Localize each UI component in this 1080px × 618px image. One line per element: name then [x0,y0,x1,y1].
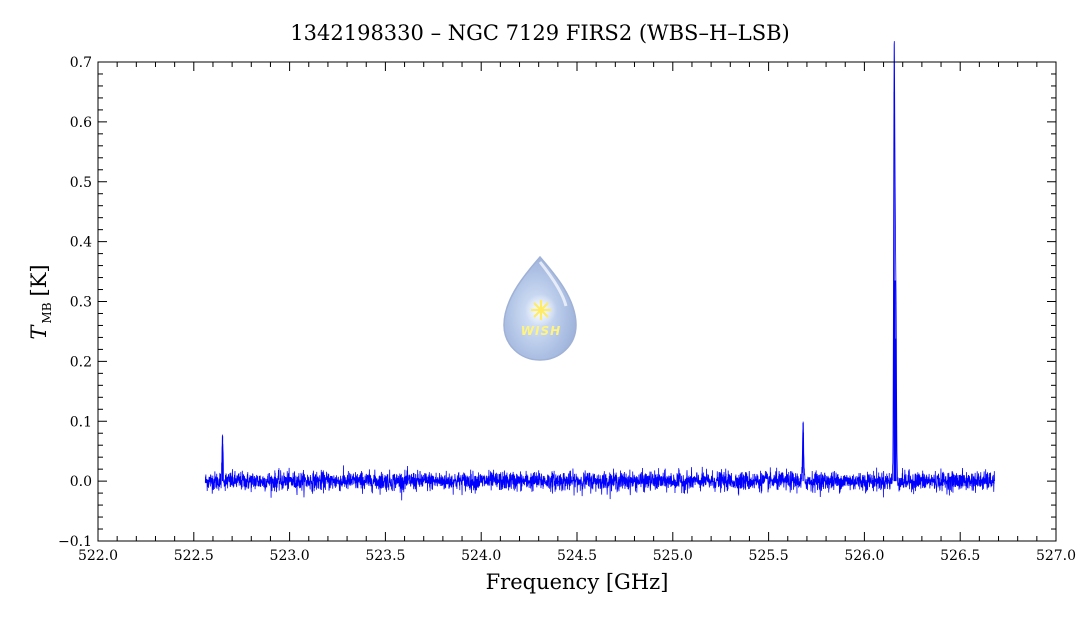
svg-text:TMB[K]: TMB [K] [27,264,54,339]
spectrum-series-line [204,41,996,501]
x-tick-label: 524.0 [461,548,501,564]
x-tick-label: 523.0 [270,548,310,564]
x-tick-label: 523.5 [365,548,405,564]
x-axis-label: Frequency [GHz] [486,570,669,594]
x-tick-label: 527.0 [1036,548,1076,564]
x-tick-label: 525.5 [749,548,789,564]
x-tick-label: 526.0 [844,548,884,564]
x-tick-label: 525.0 [653,548,693,564]
y-tick-label: 0.0 [70,474,92,490]
x-tick-label: 524.5 [557,548,597,564]
y-tick-label: 0.7 [70,55,92,71]
chart-title: 1342198330 – NGC 7129 FIRS2 (WBS–H–LSB) [290,21,789,45]
wish-logo-text: WISH [521,324,561,338]
wish-logo: WISH [503,255,577,361]
y-axis-unit: [K] [27,264,51,296]
y-tick-label: 0.6 [70,115,92,131]
star-icon [531,300,551,320]
y-axis-subscript: MB [40,302,54,323]
y-tick-label: 0.5 [70,175,92,191]
y-tick-label: 0.2 [70,354,92,370]
y-tick-label: −0.1 [58,534,92,550]
x-tick-label: 526.5 [940,548,980,564]
plot-frame [97,61,1057,542]
y-tick-label: 0.4 [70,235,92,251]
x-tick-label: 522.5 [174,548,214,564]
x-tick-label: 522.0 [78,548,118,564]
y-tick-label: 0.3 [70,295,92,311]
y-tick-label: 0.1 [70,414,92,430]
y-axis-label: TMB [K] [27,264,54,339]
y-axis-symbol: T [27,324,51,340]
